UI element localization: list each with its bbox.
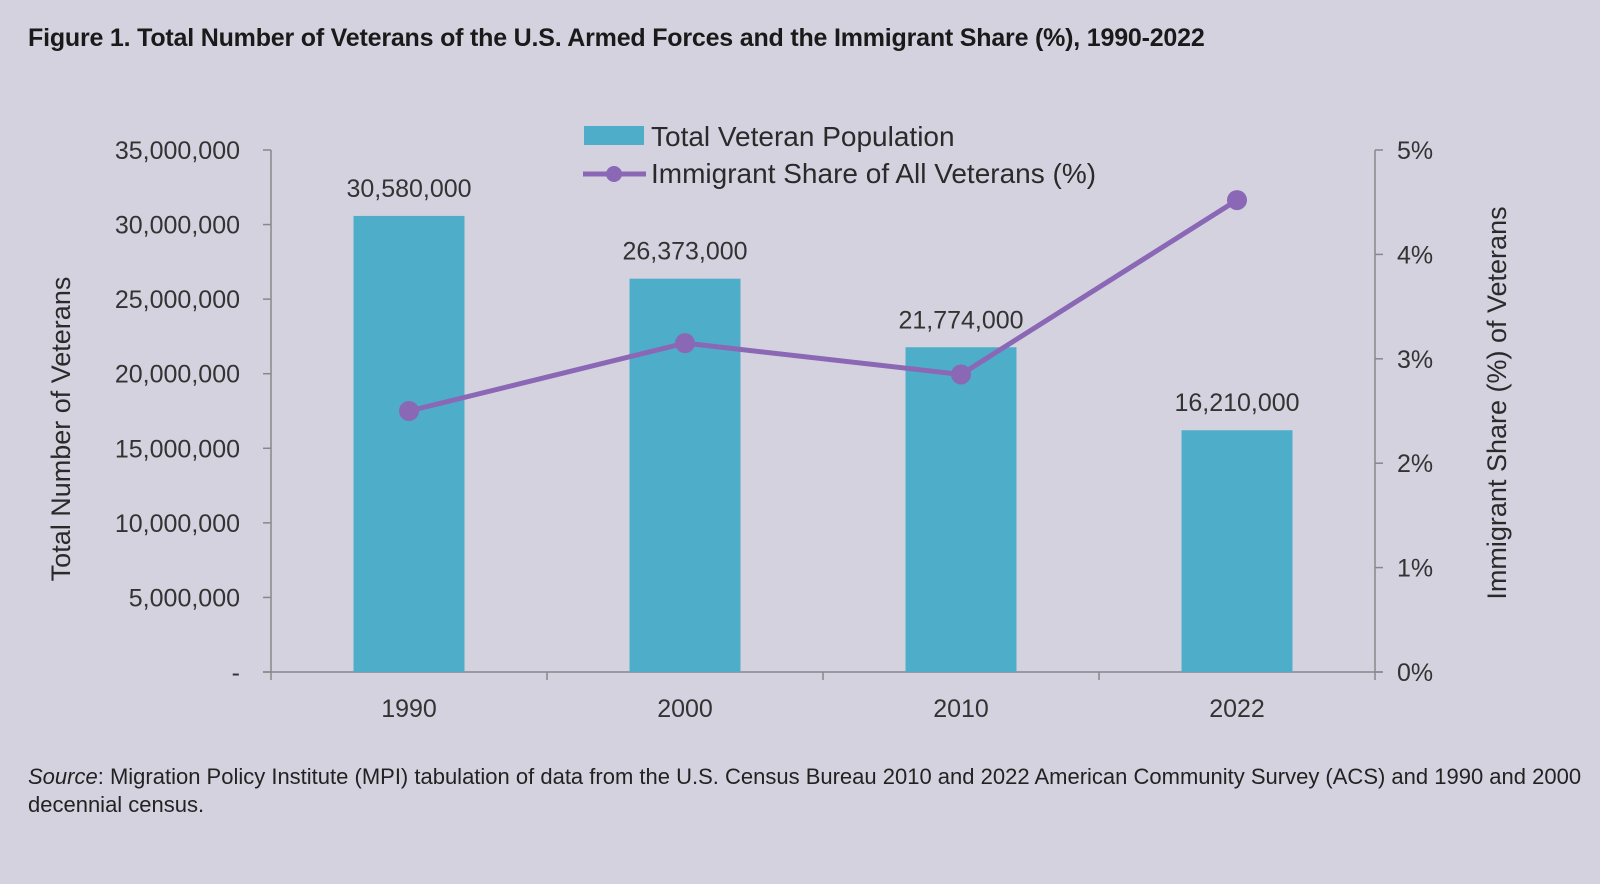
legend-bar-label: Total Veteran Population [651, 121, 955, 152]
bar-value-label: 16,210,000 [1174, 389, 1299, 417]
line-series [399, 190, 1247, 421]
y2-tick-label: 4% [1397, 241, 1433, 269]
y-tick-label: 5,000,000 [129, 584, 240, 612]
x-tick-label: 2000 [657, 695, 713, 723]
source-note: Source: Migration Policy Institute (MPI)… [28, 763, 1588, 819]
y-tick-label: 25,000,000 [115, 286, 240, 314]
legend: Total Veteran Population Immigrant Share … [583, 121, 1096, 189]
y-tick-label: 20,000,000 [115, 361, 240, 389]
line-point-2000 [675, 333, 695, 354]
source-label: Source [28, 764, 98, 789]
y-tick-label: - [232, 659, 240, 687]
bar-1990 [353, 215, 465, 672]
y-tick-label: 30,000,000 [115, 212, 240, 240]
bar-2022 [1181, 430, 1293, 672]
y-tick-label: 15,000,000 [115, 435, 240, 463]
legend-bar-swatch [584, 126, 644, 145]
line-point-2010 [951, 364, 971, 385]
x-tick-label: 2010 [933, 695, 989, 723]
data-labels: 30,580,000 26,373,000 21,774,000 16,210,000 [346, 175, 1299, 417]
figure-title: Figure 1. Total Number of Veterans of th… [28, 24, 1205, 52]
legend-line-marker [606, 166, 622, 182]
y2-tick-label: 1% [1397, 555, 1433, 583]
bar-value-label: 21,774,000 [898, 306, 1023, 334]
y-tick-label: 35,000,000 [115, 137, 240, 165]
y2-tick-label: 3% [1397, 346, 1433, 374]
x-tick-label: 1990 [381, 695, 437, 723]
line-point-1990 [399, 401, 419, 421]
bar-value-label: 30,580,000 [346, 175, 471, 203]
bars [353, 215, 1293, 672]
source-text: : Migration Policy Institute (MPI) tabul… [28, 764, 1582, 817]
immigrant-share-line [408, 197, 1239, 414]
bar-value-label: 26,373,000 [622, 238, 747, 266]
y2-tick-label: 0% [1397, 659, 1433, 687]
y2-tick-label: 5% [1397, 137, 1433, 165]
y-tick-label: 10,000,000 [115, 510, 240, 538]
y2-axis-title: Immigrant Share (%) of Veterans [1482, 206, 1512, 599]
x-tick-label: 2022 [1209, 695, 1265, 723]
y2-tick-label: 2% [1397, 450, 1433, 478]
bar-2010 [905, 347, 1017, 672]
legend-line-label: Immigrant Share of All Veterans (%) [651, 158, 1096, 189]
y-axis-title: Total Number of Veterans [46, 277, 76, 582]
line-point-2022 [1227, 190, 1247, 211]
